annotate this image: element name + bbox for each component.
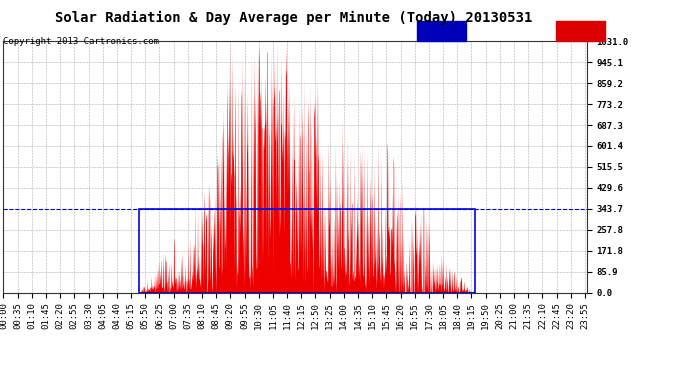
Text: Solar Radiation & Day Average per Minute (Today) 20130531: Solar Radiation & Day Average per Minute… (55, 11, 532, 26)
Text: Copyright 2013 Cartronics.com: Copyright 2013 Cartronics.com (3, 38, 159, 46)
Bar (417, 21, 466, 41)
Text: Radiation (W/m2): Radiation (W/m2) (607, 26, 687, 36)
Text: Median (W/m2): Median (W/m2) (469, 26, 533, 36)
Bar (555, 21, 604, 41)
Bar (139, 209, 475, 292)
